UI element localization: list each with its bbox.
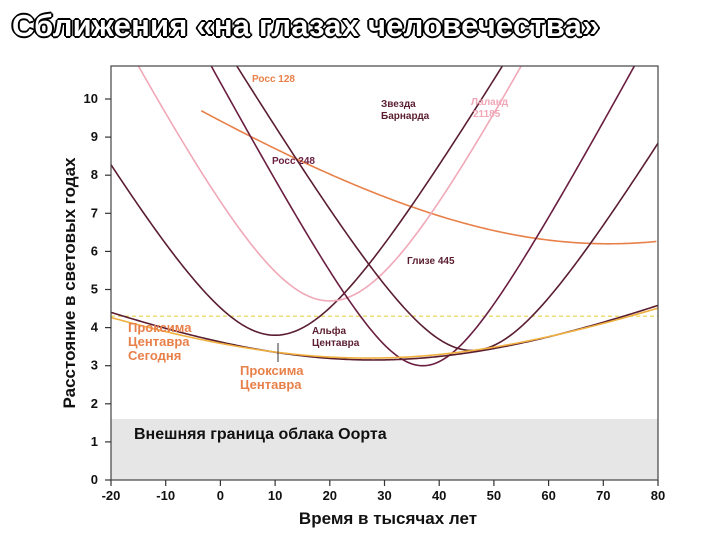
label-ross248: Росс 248 xyxy=(272,156,315,167)
x-tick-label: 0 xyxy=(217,488,224,503)
y-axis-ticks: 0 1 2 3 4 5 6 7 8 9 10 xyxy=(84,91,111,487)
x-tick-label: 70 xyxy=(596,488,610,503)
y-tick-label: 8 xyxy=(91,167,98,182)
y-tick-label: 6 xyxy=(91,243,98,258)
series-line-3 xyxy=(210,66,636,367)
series-group xyxy=(111,66,658,367)
label-proxima-today-line3: Сегодня xyxy=(128,348,181,363)
series-line-6 xyxy=(111,307,658,359)
series-line-4 xyxy=(235,66,658,352)
y-tick-label: 0 xyxy=(91,472,98,487)
y-tick-label: 5 xyxy=(91,282,98,297)
series-line-0 xyxy=(200,110,657,245)
y-axis-title: Расстояние в световых годах xyxy=(60,157,79,409)
y-tick-label: 9 xyxy=(91,129,98,144)
x-tick-label: 50 xyxy=(487,488,501,503)
label-proxima-min-line1: Проксима xyxy=(240,363,304,378)
x-tick-label: 20 xyxy=(323,488,337,503)
series-line-2 xyxy=(137,66,523,302)
series-line-1 xyxy=(111,66,504,337)
plot-background xyxy=(111,66,658,480)
label-proxima-min-line2: Центавра xyxy=(240,377,302,392)
label-proxima-today-line2: Центавра xyxy=(128,334,190,349)
label-alpha-line1: Альфа xyxy=(312,325,346,337)
x-tick-label: -10 xyxy=(156,488,175,503)
x-axis-ticks: -20 -10 0 10 20 30 40 50 60 70 80 xyxy=(102,480,665,503)
y-tick-label: 7 xyxy=(91,205,98,220)
oort-cloud-region xyxy=(111,419,658,480)
label-ross128: Росс 128 xyxy=(252,74,295,85)
label-barnard-line1: Звезда xyxy=(381,99,416,110)
y-tick-label: 2 xyxy=(91,396,98,411)
x-tick-label: 10 xyxy=(268,488,282,503)
x-tick-label: 30 xyxy=(377,488,391,503)
y-tick-label: 3 xyxy=(91,358,98,373)
y-tick-label: 10 xyxy=(84,91,98,106)
label-alpha-line2: Центавра xyxy=(312,338,360,349)
label-lalande-line1: Лаланд xyxy=(471,97,509,108)
label-proxima-today-line1: Проксима xyxy=(128,320,192,335)
page-title: Сближения «на глазах человечества» xyxy=(12,8,600,43)
x-tick-label: 60 xyxy=(541,488,555,503)
x-tick-label: 80 xyxy=(651,488,665,503)
label-gliese445: Глизе 445 xyxy=(407,256,455,267)
x-tick-label: -20 xyxy=(102,488,121,503)
oort-cloud-label: Внешняя граница облака Оорта xyxy=(134,426,387,443)
label-lalande-line2: 21185 xyxy=(473,109,501,120)
y-tick-label: 4 xyxy=(91,320,99,335)
x-axis-title: Время в тысячах лет xyxy=(299,509,477,528)
y-tick-label: 1 xyxy=(91,434,98,449)
x-tick-label: 40 xyxy=(432,488,446,503)
label-barnard-line2: Барнарда xyxy=(381,111,430,122)
